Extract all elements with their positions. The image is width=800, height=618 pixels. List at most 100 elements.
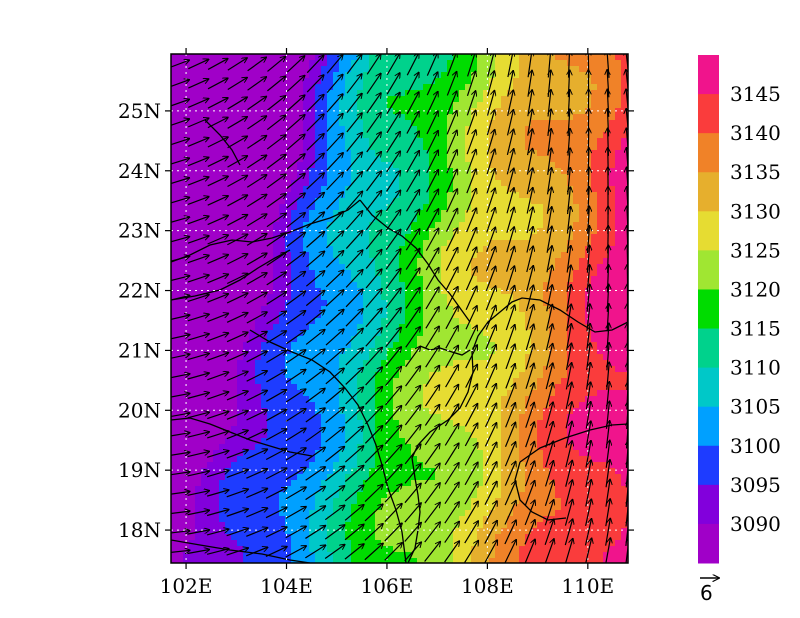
field-cell [357, 342, 364, 349]
field-cell [219, 396, 226, 403]
field-cell [369, 198, 376, 205]
field-cell [291, 210, 298, 217]
field-cell [495, 66, 502, 73]
field-cell [519, 276, 526, 283]
field-cell [417, 126, 424, 133]
field-cell [255, 234, 262, 241]
field-cell [411, 258, 418, 265]
field-cell [345, 198, 352, 205]
field-cell [609, 366, 616, 373]
field-cell [579, 396, 586, 403]
field-cell [219, 384, 226, 391]
field-cell [549, 66, 556, 73]
field-cell [495, 150, 502, 157]
field-cell [573, 336, 580, 343]
field-cell [435, 78, 442, 85]
field-cell [279, 120, 286, 127]
field-cell [225, 132, 232, 139]
field-cell [231, 228, 238, 235]
field-cell [513, 264, 520, 271]
field-cell [603, 258, 610, 265]
field-cell [483, 156, 490, 163]
field-cell [393, 396, 400, 403]
field-cell [573, 162, 580, 169]
field-cell [291, 96, 298, 103]
field-cell [369, 174, 376, 181]
field-cell [303, 288, 310, 295]
field-cell [339, 198, 346, 205]
field-cell [351, 372, 358, 379]
field-cell [465, 132, 472, 139]
field-cell [459, 318, 466, 325]
field-cell [225, 324, 232, 331]
field-cell [549, 144, 556, 151]
field-cell [621, 402, 628, 409]
field-cell [513, 78, 520, 85]
field-cell [177, 408, 184, 415]
field-cell [243, 198, 250, 205]
field-cell [555, 120, 562, 127]
field-cell [333, 222, 340, 229]
field-cell [477, 198, 484, 205]
field-cell [531, 276, 538, 283]
field-cell [525, 240, 532, 247]
field-cell [255, 120, 262, 127]
field-cell [231, 414, 238, 421]
field-cell [555, 288, 562, 295]
field-cell [213, 426, 220, 433]
field-cell [387, 438, 394, 445]
field-cell [411, 348, 418, 355]
field-cell [273, 306, 280, 313]
field-cell [513, 210, 520, 217]
field-cell [351, 216, 358, 223]
field-cell [549, 132, 556, 139]
field-cell [231, 282, 238, 289]
field-cell [525, 324, 532, 331]
field-cell [453, 390, 460, 397]
field-cell [375, 162, 382, 169]
field-cell [171, 120, 178, 127]
field-cell [219, 72, 226, 79]
field-cell [501, 390, 508, 397]
field-cell [519, 366, 526, 373]
field-cell [555, 192, 562, 199]
field-cell [561, 150, 568, 157]
field-cell [339, 234, 346, 241]
field-cell [465, 126, 472, 133]
field-cell [291, 192, 298, 199]
field-cell [309, 222, 316, 229]
field-cell [351, 108, 358, 115]
field-cell [279, 90, 286, 97]
field-cell [363, 186, 370, 193]
field-cell [189, 264, 196, 271]
field-cell [189, 156, 196, 163]
field-cell [369, 372, 376, 379]
field-cell [507, 378, 514, 385]
field-cell [495, 78, 502, 85]
field-cell [279, 360, 286, 367]
field-cell [267, 54, 274, 61]
field-cell [207, 234, 214, 241]
field-cell [573, 384, 580, 391]
field-cell [435, 198, 442, 205]
field-cell [183, 438, 190, 445]
field-cell [465, 414, 472, 421]
field-cell [249, 426, 256, 433]
field-cell [609, 132, 616, 139]
field-cell [411, 174, 418, 181]
field-cell [465, 150, 472, 157]
field-cell [609, 294, 616, 301]
field-cell [555, 162, 562, 169]
field-cell [501, 102, 508, 109]
field-cell [267, 306, 274, 313]
field-cell [351, 66, 358, 73]
field-cell [279, 438, 286, 445]
field-cell [243, 276, 250, 283]
field-cell [525, 426, 532, 433]
field-cell [333, 426, 340, 433]
field-cell [591, 144, 598, 151]
field-cell [471, 216, 478, 223]
field-cell [507, 318, 514, 325]
field-cell [303, 138, 310, 145]
field-cell [279, 420, 286, 427]
